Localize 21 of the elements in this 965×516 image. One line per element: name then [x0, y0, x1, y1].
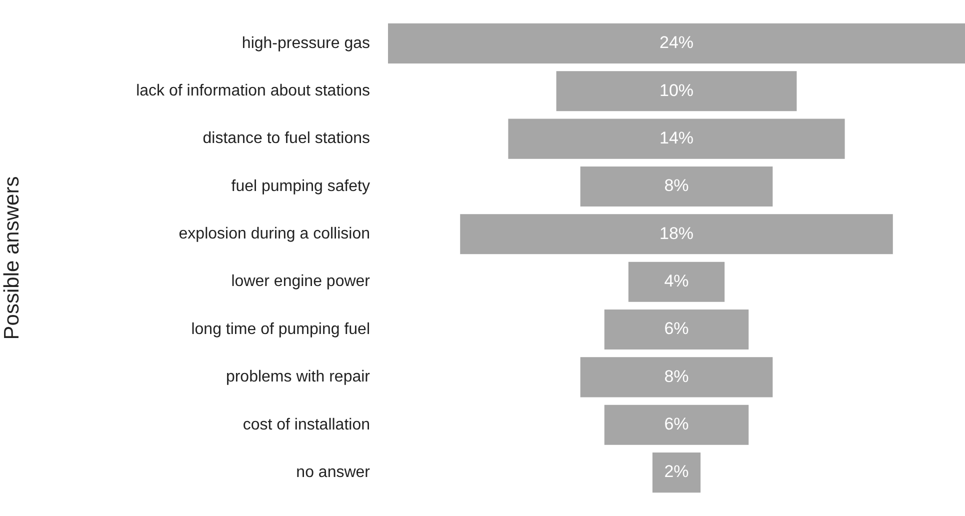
category-label: lower engine power	[231, 273, 371, 290]
category-label: no answer	[296, 464, 371, 481]
data-label: 2%	[664, 462, 689, 482]
data-label: 8%	[664, 366, 689, 386]
data-label: 6%	[664, 414, 689, 434]
data-label: 6%	[664, 319, 689, 338]
category-label: distance to fuel stations	[202, 130, 370, 148]
category-label: problems with repair	[226, 368, 371, 386]
category-label: long time of pumping fuel	[191, 320, 370, 338]
data-label: 4%	[664, 272, 689, 291]
data-label: 10%	[659, 80, 694, 100]
data-label: 24%	[659, 33, 694, 52]
data-label: 14%	[659, 128, 694, 148]
data-label: 8%	[664, 176, 689, 196]
category-label: high-pressure gas	[242, 34, 370, 52]
data-label: 18%	[659, 224, 694, 243]
category-label: lack of information about stations	[136, 82, 370, 100]
category-label: explosion during a collision	[178, 226, 370, 243]
category-label: fuel pumping safety	[231, 178, 370, 195]
category-label: cost of installation	[242, 416, 370, 434]
text: Possible answers	[0, 176, 24, 340]
